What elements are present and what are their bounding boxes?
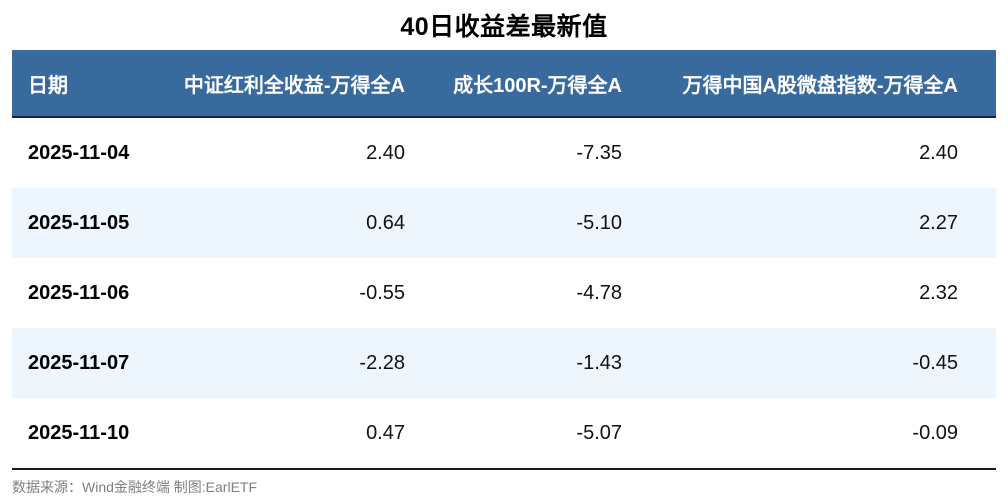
cell-value: 2.32 [919, 281, 958, 304]
chart-title: 40日收益差最新值 [400, 13, 608, 41]
cell-value: -0.45 [912, 351, 958, 374]
cell-value: 2.40 [919, 141, 958, 164]
data-source-note: 数据来源：Wind金融终端 制图:EarlETF [12, 479, 258, 495]
cell-date: 2025-11-07 [28, 351, 130, 374]
table-row: 2025-11-07 -2.28 -1.43 -0.45 [12, 328, 996, 398]
cell-value: 0.64 [366, 211, 405, 234]
cell-value: -5.10 [576, 211, 622, 234]
table-header: 日期 中证红利全收益-万得全A 成长100R-万得全A 万得中国A股微盘指数-万… [12, 50, 996, 118]
cell-date: 2025-11-06 [28, 281, 130, 304]
header-dividend-vs-winda: 中证红利全收益-万得全A [172, 50, 443, 118]
returns-table: 日期 中证红利全收益-万得全A 成长100R-万得全A 万得中国A股微盘指数-万… [12, 50, 996, 470]
table-row: 2025-11-06 -0.55 -4.78 2.32 [12, 258, 996, 328]
cell-value: 2.27 [919, 211, 958, 234]
table-row: 2025-11-05 0.64 -5.10 2.27 [12, 188, 996, 258]
cell-value: -1.43 [576, 351, 622, 374]
cell-value: -7.35 [576, 141, 622, 164]
cell-date: 2025-11-05 [28, 211, 130, 234]
cell-value: -0.09 [912, 421, 958, 444]
cell-value: 2.40 [366, 141, 405, 164]
header-microcap-vs-winda: 万得中国A股微盘指数-万得全A [660, 50, 996, 118]
cell-value: -2.28 [359, 351, 405, 374]
header-growth100r-vs-winda: 成长100R-万得全A [443, 50, 660, 118]
table-row: 2025-11-04 2.40 -7.35 2.40 [12, 117, 996, 188]
cell-value: 0.47 [366, 421, 405, 444]
table-body: 2025-11-04 2.40 -7.35 2.40 2025-11-05 0.… [12, 117, 996, 469]
table-row: 2025-11-10 0.47 -5.07 -0.09 [12, 398, 996, 469]
cell-date: 2025-11-04 [28, 141, 130, 164]
header-row: 日期 中证红利全收益-万得全A 成长100R-万得全A 万得中国A股微盘指数-万… [12, 50, 996, 118]
cell-date: 2025-11-10 [28, 421, 130, 444]
cell-value: -0.55 [359, 281, 405, 304]
cell-value: -4.78 [576, 281, 622, 304]
cell-value: -5.07 [576, 421, 622, 444]
header-date: 日期 [12, 50, 172, 118]
